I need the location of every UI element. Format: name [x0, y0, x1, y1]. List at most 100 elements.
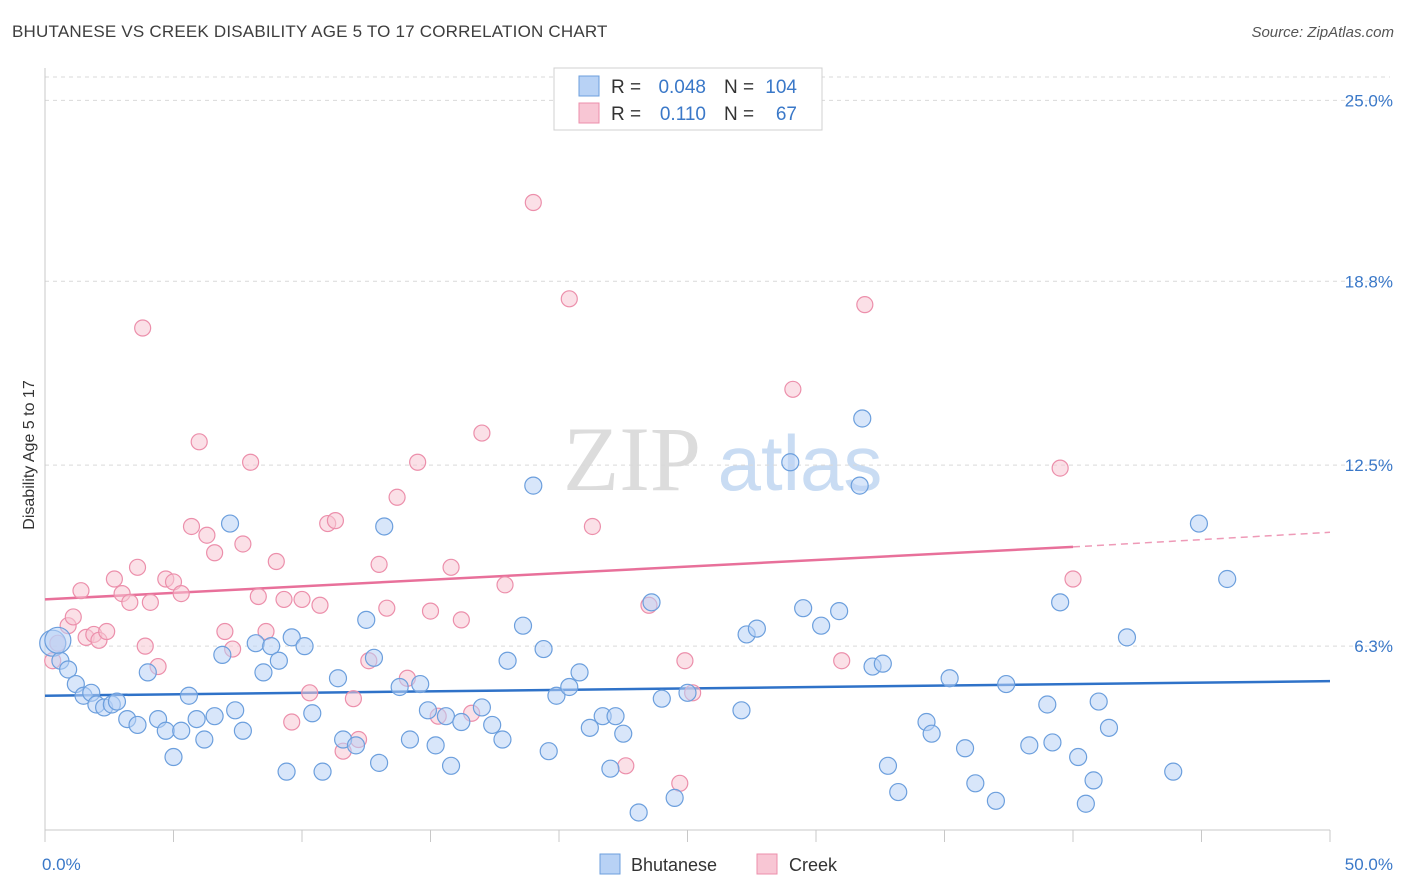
creek-point-41 [370, 555, 388, 574]
creek-point-34 [311, 596, 329, 614]
y-axis-label: Disability Age 5 to 17 [21, 380, 38, 530]
bhutanese-point-29 [277, 762, 296, 781]
bhutanese-point-40 [375, 517, 394, 536]
bhutanese-point-92 [1043, 733, 1062, 752]
gridlines [45, 76, 1390, 647]
bhutanese-point-14 [156, 721, 175, 740]
series-legend-label-creek: Creek [789, 855, 838, 875]
chart-title: BHUTANESE VS CREEK DISABILITY AGE 5 TO 1… [12, 22, 608, 41]
watermark-zip: ZIP [563, 408, 701, 510]
bhutanese-point-31 [295, 637, 314, 656]
creek-point-52 [496, 576, 514, 594]
chart-source: Source: ZipAtlas.com [1251, 24, 1394, 41]
bhutanese-point-103 [44, 626, 72, 654]
creek-point-48 [442, 558, 460, 576]
bhutanese-point-69 [678, 683, 697, 702]
bhutanese-point-59 [570, 663, 589, 682]
bhutanese-point-11 [128, 715, 147, 735]
creek-point-42 [378, 599, 396, 617]
creek-point-56 [617, 757, 635, 775]
creek-point-14 [141, 593, 159, 611]
creek-point-27 [249, 587, 267, 606]
bhutanese-point-22 [220, 514, 240, 533]
bhutanese-point-99 [1117, 628, 1137, 647]
bhutanese-point-44 [418, 701, 438, 720]
bhutanese-point-15 [164, 747, 183, 767]
bhutanese-point-52 [498, 651, 517, 670]
creek-points [44, 193, 1082, 792]
bhutanese-point-56 [539, 742, 558, 761]
bhutanese-point-81 [878, 756, 898, 775]
creek-point-36 [326, 512, 345, 530]
bhutanese-point-24 [233, 721, 252, 740]
bhutanese-point-9 [107, 692, 127, 711]
bhutanese-point-77 [850, 476, 869, 495]
bhutanese-point-42 [400, 730, 420, 749]
bhutanese-point-2 [59, 660, 78, 679]
bhutanese-point-16 [172, 721, 191, 740]
creek-point-59 [676, 652, 694, 670]
bhutanese-point-86 [955, 739, 975, 758]
bhutanese-point-90 [1020, 736, 1039, 755]
bhutanese-point-48 [452, 712, 471, 732]
legend-n-value-2: 67 [776, 104, 797, 125]
trend-lines [44, 531, 1331, 697]
bhutanese-point-30 [282, 628, 301, 647]
bhutanese-point-18 [187, 709, 206, 729]
y-tick-label-3: 25.0% [1345, 91, 1393, 110]
bhutanese-point-27 [262, 637, 281, 656]
axes [44, 68, 1331, 842]
bhutanese-point-91 [1038, 695, 1057, 714]
creek-point-22 [206, 544, 224, 562]
bhutanese-point-32 [303, 704, 322, 723]
stats-legend: R = 0.048 N = 104 R = 0.110 N = 67 [553, 67, 823, 131]
creek-point-43 [388, 488, 406, 506]
bhutanese-point-47 [441, 756, 461, 775]
legend-r-value-2: 0.110 [660, 104, 706, 125]
creek-point-31 [283, 713, 301, 731]
bhutanese-point-43 [411, 674, 430, 694]
x-tick-label-0: 0.0% [42, 855, 81, 874]
creek-point-21 [198, 526, 216, 544]
bhutanese-point-17 [179, 686, 199, 705]
creek-point-49 [452, 611, 470, 629]
bhutanese-point-64 [614, 724, 633, 743]
y-tick-label-1: 12.5% [1345, 456, 1393, 475]
creek-point-32 [293, 590, 311, 609]
bhutanese-point-33 [313, 762, 332, 781]
bhutanese-point-23 [226, 701, 245, 720]
bhutanese-point-93 [1051, 593, 1070, 612]
bhutanese-point-85 [940, 669, 959, 688]
bhutanese-point-62 [601, 759, 620, 778]
legend-r-label-2: R = [611, 104, 641, 125]
bhutanese-point-88 [986, 791, 1006, 810]
creek-point-19 [182, 517, 201, 536]
bhutanese-point-84 [922, 724, 941, 743]
bhutanese-point-50 [483, 715, 502, 735]
bhutanese-point-41 [390, 677, 409, 697]
x-tick-label-1: 50.0% [1345, 855, 1393, 874]
creek-point-3 [64, 608, 82, 626]
bhutanese-point-65 [629, 803, 648, 822]
bhutanese-point-38 [364, 648, 384, 667]
creek-point-63 [856, 296, 874, 314]
bhutanese-point-53 [513, 616, 533, 635]
legend-n-value-1: 104 [765, 77, 797, 98]
bhutanese-point-66 [642, 593, 661, 612]
creek-point-51 [473, 424, 491, 442]
creek-point-33 [301, 684, 319, 702]
series-legend-swatch-creek [756, 853, 778, 875]
bhutanese-point-72 [747, 619, 766, 638]
bhutanese-point-58 [560, 677, 579, 697]
creek-point-45 [409, 453, 427, 471]
bhutanese-point-96 [1084, 771, 1103, 790]
creek-point-25 [234, 535, 252, 553]
creek-point-61 [784, 380, 802, 398]
bhutanese-point-20 [205, 707, 224, 726]
creek-point-13 [136, 637, 154, 655]
creek-point-20 [190, 433, 208, 451]
creek-point-46 [421, 602, 440, 620]
legend-n-label-2: N = [724, 104, 754, 125]
creek-point-4 [72, 582, 90, 600]
